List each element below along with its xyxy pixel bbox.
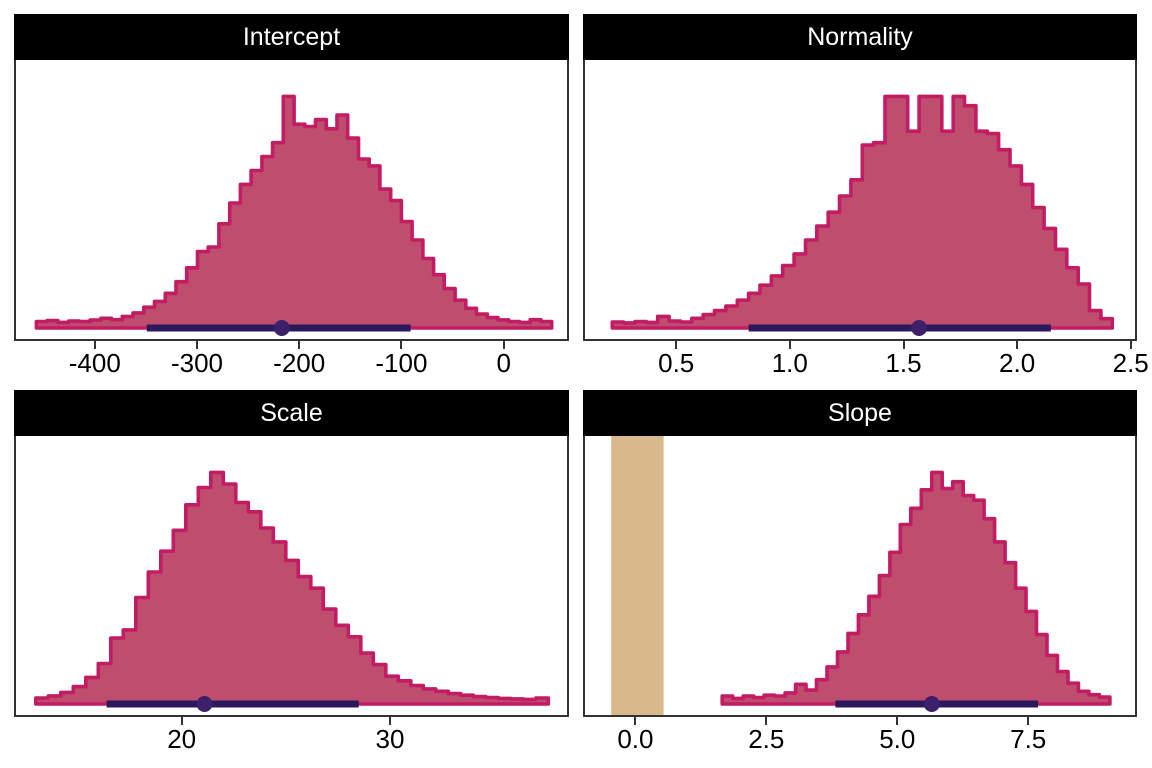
panel-title: Slope xyxy=(828,398,892,427)
panel-title: Normality xyxy=(807,22,913,51)
histogram-path xyxy=(34,94,554,330)
histogram-path xyxy=(610,94,1115,330)
axis-tick-label: 2.5 xyxy=(1112,348,1149,378)
ci-median-dot xyxy=(273,320,290,336)
axis-tick-mark xyxy=(180,717,183,725)
ci-median-dot xyxy=(923,696,940,712)
histogram-svg xyxy=(34,94,554,336)
x-axis: 0.5 1.0 1.5 2.0 2.5 xyxy=(583,341,1149,383)
axis-tick-label: 0.0 xyxy=(617,724,654,754)
panel-title-strip: Scale xyxy=(14,390,569,436)
histogram-svg xyxy=(610,94,1115,336)
axis-tick-label: 30 xyxy=(375,724,405,754)
axis-tick-mark xyxy=(896,717,899,725)
axis-tick-label: -200 xyxy=(273,348,326,378)
x-axis: 20 30 xyxy=(14,717,569,759)
panel-normality: Normality 0.5 1.0 1.5 2.0 2.5 xyxy=(583,14,1149,383)
axis-tick-label: 2.0 xyxy=(999,348,1036,378)
panel-title-strip: Normality xyxy=(583,14,1137,60)
x-axis: -400 -300 -200 -100 0 xyxy=(14,341,569,383)
axis-tick-mark xyxy=(389,717,391,725)
axis-tick-label: 5.0 xyxy=(879,724,916,754)
axis-tick-label: 1.5 xyxy=(885,348,922,378)
axis-tick-mark xyxy=(1129,341,1132,349)
axis-tick-mark xyxy=(502,341,505,349)
axis-tick-label: 0 xyxy=(496,348,511,378)
plot-area xyxy=(583,60,1137,341)
histogram-path xyxy=(720,470,1112,706)
panel-title: Intercept xyxy=(242,22,341,51)
axis-tick-mark xyxy=(1027,717,1030,725)
axis-tick-mark xyxy=(400,341,403,349)
axis-tick-mark xyxy=(93,341,96,349)
panel-slope: Slope 0.0 2.5 5.0 7.5 xyxy=(583,390,1137,759)
histogram-svg xyxy=(34,470,551,712)
axis-tick-mark xyxy=(788,341,791,349)
axis-tick-mark xyxy=(675,341,678,349)
panel-title-strip: Slope xyxy=(583,390,1137,436)
ci-median-dot xyxy=(911,320,928,336)
axis-tick-label: -300 xyxy=(170,348,224,378)
axis-tick-label: 1.0 xyxy=(771,348,808,378)
axis-tick-label: 0.5 xyxy=(658,348,695,378)
plot-area xyxy=(14,436,569,717)
panel-scale: Scale 20 30 xyxy=(14,390,569,759)
axis-tick-mark xyxy=(1016,341,1019,349)
x-axis: 0.0 2.5 5.0 7.5 xyxy=(583,717,1137,759)
plot-area xyxy=(583,436,1137,717)
axis-tick-label: 7.5 xyxy=(1010,724,1047,754)
axis-tick-mark xyxy=(298,341,301,349)
panel-intercept: Intercept -400 -300 -200 -100 0 xyxy=(14,14,569,383)
axis-tick-mark xyxy=(765,717,768,725)
axis-tick-label: -100 xyxy=(375,348,428,378)
panel-title-strip: Intercept xyxy=(14,14,569,60)
ci-median-dot xyxy=(196,696,213,712)
panel-title: Scale xyxy=(260,398,323,427)
histogram-svg xyxy=(611,436,1112,715)
histogram-path xyxy=(34,470,551,706)
axis-tick-mark xyxy=(196,341,198,349)
axis-tick-label: -400 xyxy=(68,348,121,378)
plot-area xyxy=(14,60,569,341)
axis-tick-label: 2.5 xyxy=(748,724,785,754)
axis-tick-mark xyxy=(634,717,637,725)
axis-tick-label: 20 xyxy=(167,724,197,754)
rope-band xyxy=(611,436,664,715)
axis-tick-mark xyxy=(902,341,905,349)
